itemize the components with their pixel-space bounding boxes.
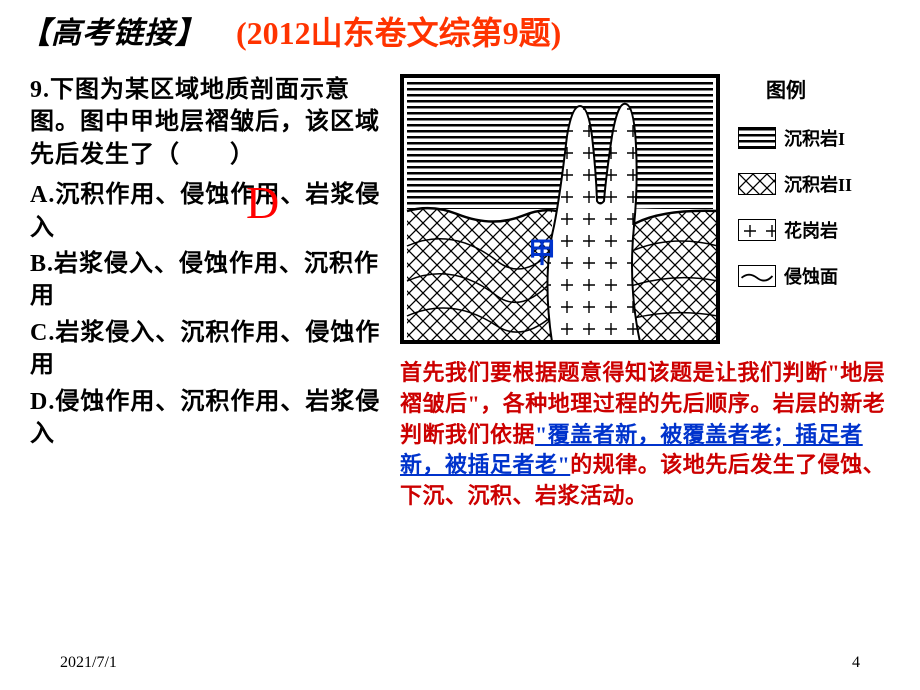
header: 【高考链接】 (2012山东卷文综第9题) bbox=[0, 0, 920, 54]
legend-item-3: 花岗岩 bbox=[738, 217, 868, 243]
question-number: 9. bbox=[30, 77, 50, 103]
legend: 图例 沉积岩I 沉积岩II 花岗岩 bbox=[738, 74, 868, 309]
swatch-granite bbox=[738, 219, 776, 241]
legend-label-1: 沉积岩I bbox=[784, 125, 845, 151]
diagram-svg bbox=[402, 76, 718, 342]
swatch-erosion bbox=[738, 265, 776, 287]
figure-column: 甲 图例 沉积岩I 沉积岩II bbox=[400, 74, 900, 512]
diagram-row: 甲 图例 沉积岩I 沉积岩II bbox=[400, 74, 900, 344]
legend-item-4: 侵蚀面 bbox=[738, 263, 868, 289]
legend-title: 图例 bbox=[766, 74, 868, 103]
option-a: A.沉积作用、侵蚀作用、岩浆侵入 bbox=[30, 179, 390, 244]
swatch-sed2 bbox=[738, 173, 776, 195]
legend-label-4: 侵蚀面 bbox=[784, 263, 838, 289]
legend-label-3: 花岗岩 bbox=[784, 217, 838, 243]
content: 9.下图为某区域地质剖面示意图。图中甲地层褶皱后，该区域先后发生了（ ） D A… bbox=[0, 54, 920, 512]
question-body: 下图为某区域地质剖面示意图。图中甲地层褶皱后，该区域先后发生了（ ） bbox=[30, 77, 380, 168]
geology-diagram: 甲 bbox=[400, 74, 720, 344]
swatch-sed1 bbox=[738, 127, 776, 149]
question-text: 9.下图为某区域地质剖面示意图。图中甲地层褶皱后，该区域先后发生了（ ） D bbox=[30, 74, 390, 171]
header-label: 【高考链接】 bbox=[20, 8, 206, 52]
legend-label-2: 沉积岩II bbox=[784, 171, 852, 197]
jia-label: 甲 bbox=[528, 231, 556, 271]
legend-item-1: 沉积岩I bbox=[738, 125, 868, 151]
answer-letter: D bbox=[246, 172, 280, 234]
explanation: 首先我们要根据题意得知该题是让我们判断"地层褶皱后"，各种地理过程的先后顺序。岩… bbox=[400, 358, 900, 512]
options-list: A.沉积作用、侵蚀作用、岩浆侵入 B.岩浆侵入、侵蚀作用、沉积作用 C.岩浆侵入… bbox=[30, 179, 390, 450]
question-column: 9.下图为某区域地质剖面示意图。图中甲地层褶皱后，该区域先后发生了（ ） D A… bbox=[30, 74, 390, 512]
footer-date: 2021/7/1 bbox=[60, 654, 117, 672]
option-b: B.岩浆侵入、侵蚀作用、沉积作用 bbox=[30, 248, 390, 313]
header-source: (2012山东卷文综第9题) bbox=[236, 8, 561, 54]
option-c: C.岩浆侵入、沉积作用、侵蚀作用 bbox=[30, 317, 390, 382]
footer: 2021/7/1 4 bbox=[60, 654, 860, 672]
option-d: D.侵蚀作用、沉积作用、岩浆侵入 bbox=[30, 386, 390, 451]
footer-page: 4 bbox=[852, 654, 860, 672]
legend-item-2: 沉积岩II bbox=[738, 171, 868, 197]
